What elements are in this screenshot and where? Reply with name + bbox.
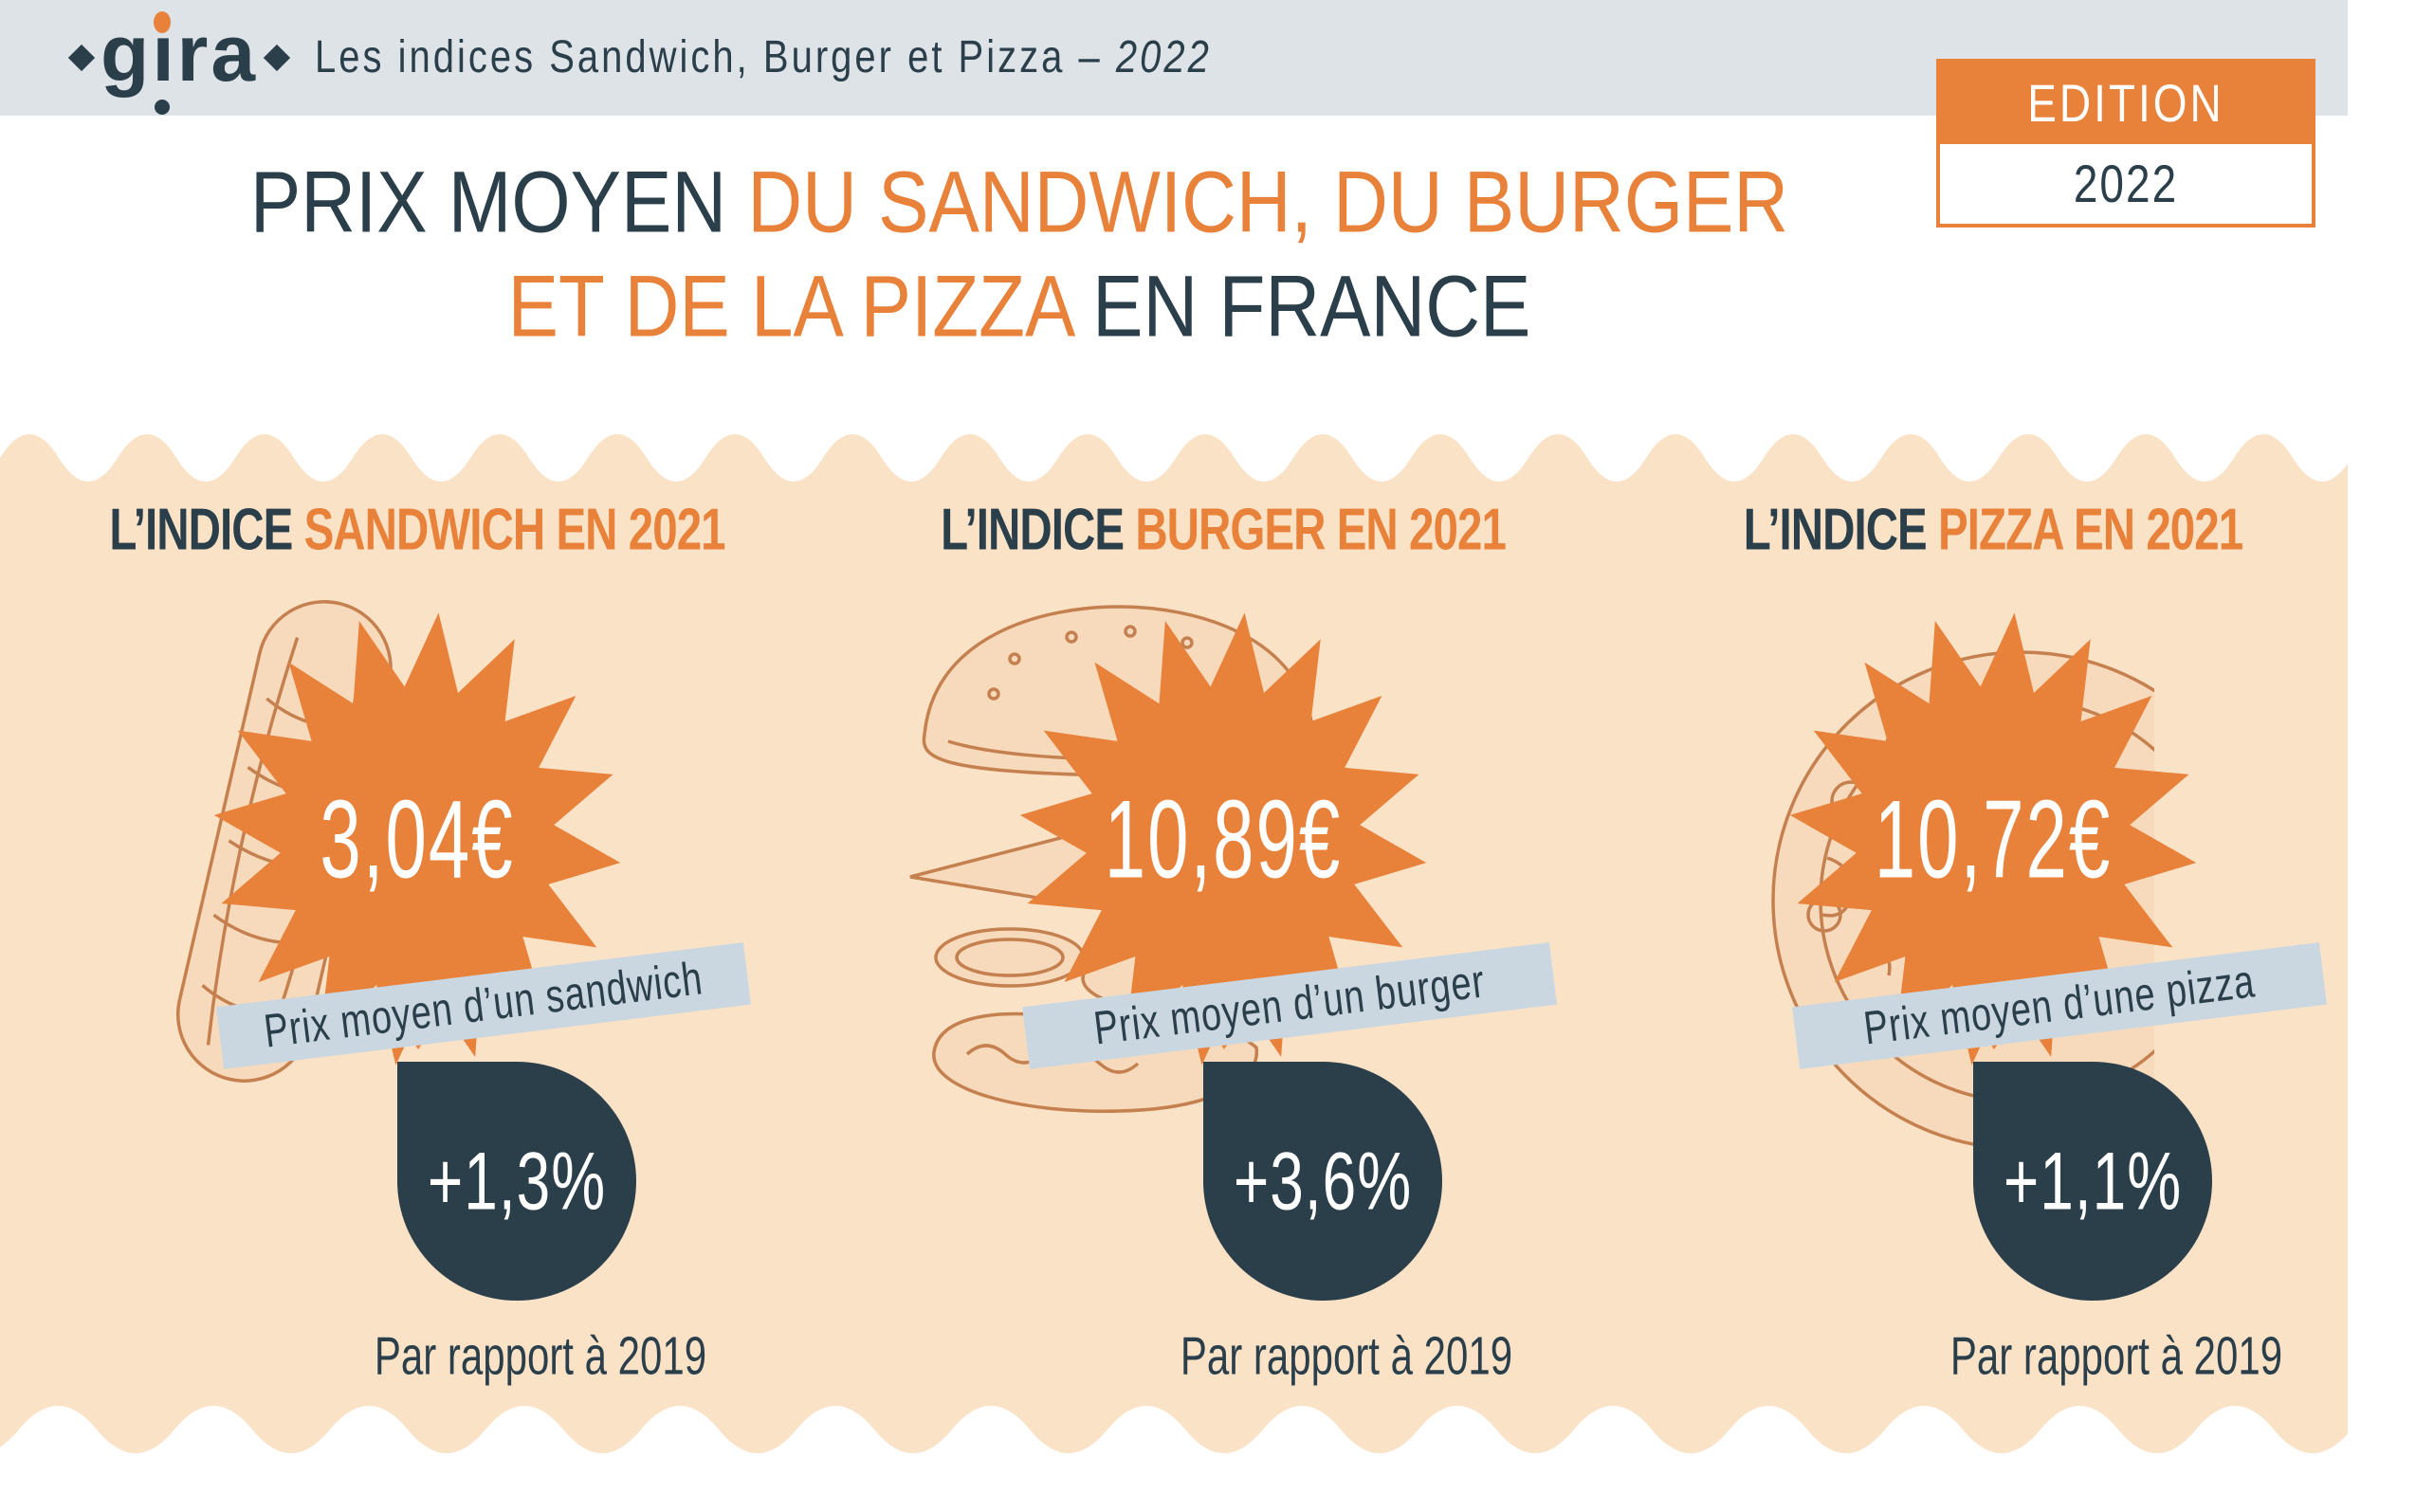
column-pizza: L’INDICE PIZZA EN 2021 10,72€ Prix moyen… [1628,0,2358,1512]
edition-label: EDITION [1940,63,2312,144]
price-value: 10,89€ [1104,776,1343,902]
logo-letter-g: g [101,9,153,98]
page-title: PRIX MOYEN DU SANDWICH, DU BURGER ET DE … [71,150,1967,359]
column-header: L’INDICE SANDWICH EN 2021 [109,496,725,563]
subtitle-year: 2022 [1115,32,1212,82]
delta-value: +3,6% [1233,1135,1413,1228]
logo-letters-ra: ra [176,9,259,98]
price-starburst [1019,612,1427,1066]
page-title-line2: ET DE LA PIZZA EN FRANCE [507,257,1531,355]
comparison-caption: Par rapport à 2019 [1949,1325,2283,1386]
column-sandwich: L’INDICE SANDWICH EN 2021 3,04€ Prix moy… [52,0,782,1512]
page-title-line1: PRIX MOYEN DU SANDWICH, DU BURGER [249,153,1789,250]
header-subtitle: Les indices Sandwich, Burger et Pizza – … [315,32,1212,82]
delta-badge: +1,1% [1973,1062,2212,1301]
edition-badge: EDITION 2022 [1936,59,2315,228]
price-starburst [1789,612,2197,1066]
column-burger: L’INDICE BURGER EN 2021 10,89€ Prix moye… [858,0,1588,1512]
delta-value: +1,1% [2003,1135,2183,1228]
price-value: 3,04€ [320,776,515,902]
comparison-caption: Par rapport à 2019 [1180,1325,1513,1386]
price-starburst [213,612,621,1066]
delta-value: +1,3% [427,1135,607,1228]
logo-i-dot-icon [154,11,172,33]
column-header: L’INDICE BURGER EN 2021 [941,496,1507,563]
delta-badge: +3,6% [1203,1062,1442,1301]
comparison-caption: Par rapport à 2019 [374,1325,707,1386]
price-value: 10,72€ [1874,776,2113,902]
delta-badge: +1,3% [397,1062,636,1301]
column-header: L’INDICE PIZZA EN 2021 [1743,496,2243,563]
brand-logo: gı ra [63,8,296,115]
logo-letter-i: ı [152,8,176,115]
edition-year: 2022 [2073,154,2179,214]
logo-i-subdot-icon [155,100,171,115]
